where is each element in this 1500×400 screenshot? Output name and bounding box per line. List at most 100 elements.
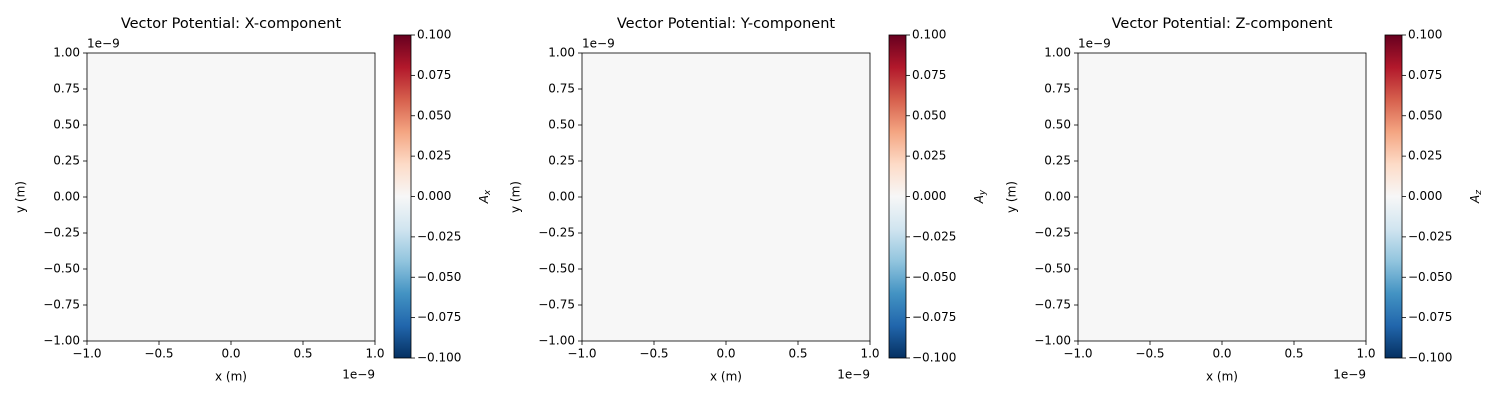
y-tick-label: 0.25 — [548, 154, 575, 168]
colorbar-tick-label: −0.075 — [417, 310, 461, 324]
colorbar-label: Az — [1468, 190, 1484, 204]
y-tick-label: 0.75 — [548, 82, 575, 96]
y-tick-label: 0.25 — [53, 154, 80, 168]
colorbar-label-base: A — [972, 195, 986, 204]
y-tick-label: 0.00 — [53, 190, 80, 204]
y-tick-label: 0.50 — [548, 118, 575, 132]
y-tick-label: 0.50 — [53, 118, 80, 132]
chart-title: Vector Potential: Y-component — [617, 16, 836, 32]
y-tick-label: −0.25 — [43, 226, 80, 240]
chart-title: Vector Potential: X-component — [121, 16, 342, 32]
colorbar-tick-label: −0.075 — [912, 310, 956, 324]
colorbar-tick-label: 0.000 — [912, 189, 946, 203]
colorbar-tick-label: 0.075 — [417, 68, 451, 82]
y-tick-label: −0.50 — [538, 262, 575, 276]
colorbar-tick-label: 0.050 — [1408, 108, 1442, 122]
y-axis-label: y (m) — [14, 181, 28, 213]
x-tick-label: 0.5 — [293, 347, 312, 361]
colorbar-tick-label: −0.100 — [1408, 351, 1452, 365]
x-axis-label: x (m) — [710, 370, 742, 384]
y-tick-label: −0.75 — [1034, 298, 1071, 312]
colorbar-tick-label: −0.075 — [1408, 310, 1452, 324]
y-tick-label: −0.75 — [43, 298, 80, 312]
x-offset-text: 1e−9 — [1333, 368, 1366, 382]
colorbar-tick-label: −0.100 — [912, 351, 956, 365]
y-tick-label: −0.25 — [538, 226, 575, 240]
subplot: Vector Potential: X-component −1.0 −0.5 0.0… — [14, 16, 493, 384]
y-tick-label: 1.00 — [53, 46, 80, 60]
x-offset-text: 1e−9 — [342, 368, 375, 382]
colorbar-tick-label: 0.075 — [1408, 68, 1442, 82]
x-tick-label: −0.5 — [1135, 347, 1164, 361]
x-tick-label: 0.5 — [788, 347, 807, 361]
y-offset-text: 1e−9 — [1078, 37, 1111, 51]
x-tick-label: 0.0 — [221, 347, 240, 361]
y-axis-label: y (m) — [509, 181, 523, 213]
colorbar-label-subscript: y — [978, 189, 988, 196]
colorbar-tick-label: −0.100 — [417, 351, 461, 365]
x-tick-label: 0.0 — [1212, 347, 1231, 361]
heatmap-cell — [582, 53, 870, 341]
colorbar-tick-label: 0.075 — [912, 68, 946, 82]
colorbar-tick-label: 0.025 — [417, 149, 451, 163]
x-tick-label: −1.0 — [567, 347, 596, 361]
colorbar — [1384, 34, 1403, 359]
colorbar-label-base: A — [477, 195, 491, 204]
chart-title: Vector Potential: Z-component — [1112, 16, 1333, 32]
subplot: Vector Potential: Y-component −1.0 −0.5 0.0… — [509, 16, 988, 384]
x-tick-label: −1.0 — [72, 347, 101, 361]
y-tick-label: 0.50 — [1044, 118, 1071, 132]
x-tick-label: −1.0 — [1063, 347, 1092, 361]
y-tick-label: 0.75 — [1044, 82, 1071, 96]
colorbar-tick-label: 0.100 — [912, 28, 946, 42]
y-tick-label: −1.00 — [1034, 334, 1071, 348]
x-tick-label: −0.5 — [639, 347, 668, 361]
y-tick-label: 1.00 — [1044, 46, 1071, 60]
x-tick-label: 1.0 — [860, 347, 879, 361]
y-axis-label: y (m) — [1005, 181, 1019, 213]
x-axis-label: x (m) — [1206, 370, 1238, 384]
colorbar-tick-label: 0.025 — [1408, 149, 1442, 163]
y-offset-text: 1e−9 — [582, 37, 615, 51]
colorbar-tick-label: 0.000 — [417, 189, 451, 203]
colorbar-tick-label: 0.100 — [417, 28, 451, 42]
y-offset-text: 1e−9 — [87, 37, 120, 51]
y-tick-label: −0.75 — [538, 298, 575, 312]
colorbar-label-subscript: x — [483, 189, 493, 196]
y-tick-label: −1.00 — [43, 334, 80, 348]
heatmap-cell — [1078, 53, 1366, 341]
y-tick-label: 0.75 — [53, 82, 80, 96]
y-tick-label: 0.25 — [1044, 154, 1071, 168]
colorbar-tick-label: −0.050 — [1408, 270, 1452, 284]
y-tick-label: −0.25 — [1034, 226, 1071, 240]
colorbar-label-base: A — [1468, 195, 1482, 204]
colorbar-tick-label: 0.100 — [1408, 28, 1442, 42]
colorbar-tick-label: −0.025 — [1408, 229, 1452, 243]
colorbar-tick-label: −0.050 — [417, 270, 461, 284]
x-offset-text: 1e−9 — [837, 368, 870, 382]
subplot: Vector Potential: Z-component −1.0 −0.5 0.0… — [1005, 16, 1484, 384]
colorbar-tick-label: 0.000 — [1408, 189, 1442, 203]
colorbar — [888, 34, 907, 359]
y-tick-label: −0.50 — [1034, 262, 1071, 276]
colorbar-label: Ay — [972, 189, 988, 204]
colorbar-tick-label: 0.050 — [417, 108, 451, 122]
y-tick-label: −0.50 — [43, 262, 80, 276]
y-tick-label: −1.00 — [538, 334, 575, 348]
colorbar-tick-label: −0.025 — [912, 229, 956, 243]
x-tick-label: 1.0 — [1356, 347, 1375, 361]
y-tick-label: 0.00 — [1044, 190, 1071, 204]
y-tick-label: 0.00 — [548, 190, 575, 204]
colorbar-tick-label: 0.050 — [912, 108, 946, 122]
x-tick-label: 1.0 — [365, 347, 384, 361]
colorbar-tick-label: −0.050 — [912, 270, 956, 284]
colorbar-tick-label: −0.025 — [417, 229, 461, 243]
colorbar — [393, 34, 412, 359]
x-tick-label: 0.0 — [716, 347, 735, 361]
colorbar-label: Ax — [477, 189, 493, 204]
x-tick-label: 0.5 — [1284, 347, 1303, 361]
colorbar-tick-label: 0.025 — [912, 149, 946, 163]
y-tick-label: 1.00 — [548, 46, 575, 60]
x-axis-label: x (m) — [215, 370, 247, 384]
